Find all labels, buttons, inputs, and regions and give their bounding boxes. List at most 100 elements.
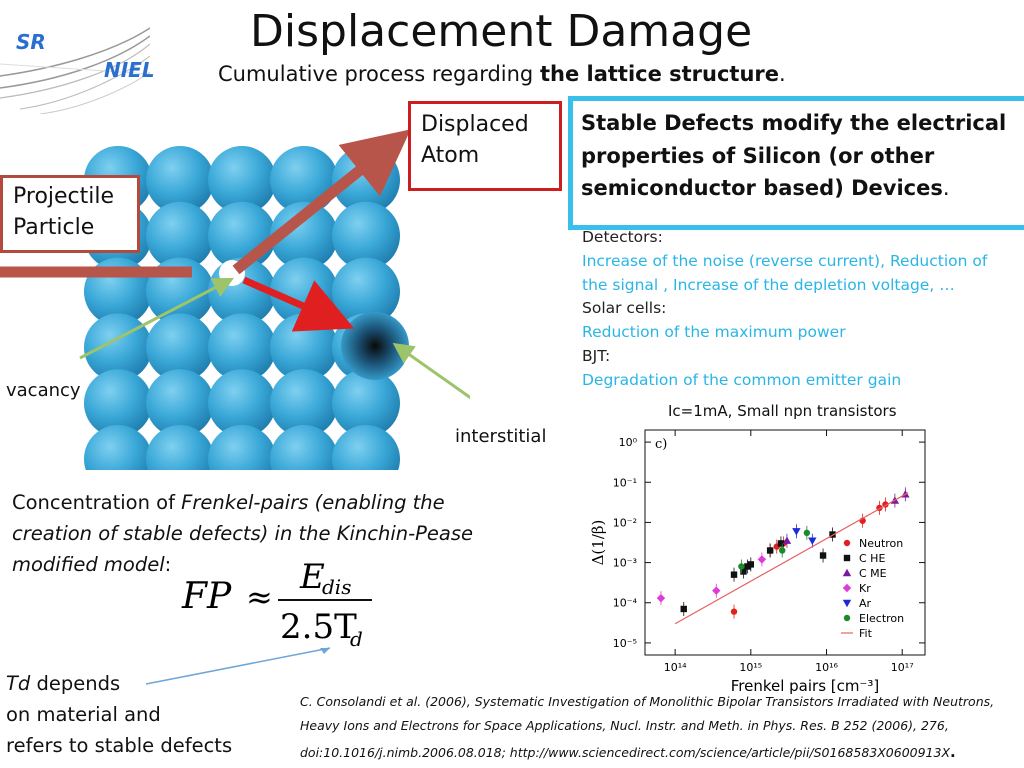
subtitle-text: Cumulative process regarding <box>218 62 540 86</box>
vacancy-pointer-arrow <box>79 277 234 360</box>
interstitial-atom <box>341 312 409 380</box>
stable-defects-line3: semiconductor based) Devices. <box>581 172 1021 205</box>
chart-y-axis-label: Δ(1/β) <box>589 520 607 566</box>
interstitial-label: interstitial <box>455 426 547 447</box>
chart-data-point <box>730 571 738 578</box>
chart-data-point <box>740 568 747 575</box>
lattice-atom <box>208 425 276 470</box>
frenkel-pairs-chart: 10¹⁴ 10¹⁵ 10¹⁶ 10¹⁷ 10⁰ 10⁻¹ 10⁻² 10⁻³ 10⁻⁴ 10⁻⁵ c… <box>589 429 926 695</box>
x-tick-label: 10¹⁵ <box>739 661 762 674</box>
concentration-line1-italic: Frenkel-pairs (enabling the <box>181 491 445 514</box>
logo <box>0 14 151 115</box>
td-note-line1-text: depends <box>30 672 121 695</box>
citation-line1: C. Consolandi et al. (2006), Systematic … <box>300 694 995 709</box>
legend-swatch <box>842 599 852 608</box>
stable-defects-period: . <box>942 176 950 201</box>
chart-data-point <box>792 528 801 536</box>
chart-data-point <box>766 547 774 554</box>
legend-swatch <box>842 568 852 577</box>
subtitle-bold: the lattice structure <box>539 62 780 86</box>
lattice-atom <box>270 369 338 438</box>
displaced-atom-arrow <box>232 130 411 275</box>
y-tick-label: 10⁻³ <box>613 557 637 570</box>
citation-period: . <box>950 742 956 761</box>
lattice-atom <box>146 369 214 438</box>
recoil-arrow <box>242 276 355 332</box>
projectile-label-line2: Particle <box>13 214 95 240</box>
y-tick-label: 10⁰ <box>619 436 638 449</box>
detectors-effect-line1: Increase of the noise (reverse current),… <box>582 252 988 270</box>
formula-numerator: E <box>299 557 325 597</box>
lattice-atom <box>270 201 338 270</box>
solar-cells-heading: Solar cells: <box>582 299 667 317</box>
lattice-atom <box>332 201 400 270</box>
detectors-effect-line2: the signal , Increase of the depletion v… <box>582 276 955 294</box>
legend-label: C HE <box>859 552 885 565</box>
legend-label: Neutron <box>859 537 903 550</box>
chart-data-point <box>779 547 786 554</box>
chart-data-point <box>738 563 745 570</box>
concentration-line1-text: Concentration of <box>12 491 182 514</box>
lattice-atom <box>146 201 214 270</box>
displaced-label-line1: Displaced <box>421 112 529 137</box>
chart-data-point <box>680 605 687 613</box>
legend-swatch <box>843 614 851 622</box>
concentration-line3: modified model: <box>12 549 512 580</box>
lattice-atom <box>84 425 152 470</box>
frenkel-pair-formula: FP ≈ E dis 2.5T d <box>181 557 372 648</box>
bjt-heading: BJT: <box>582 347 611 365</box>
lattice-diagram <box>0 130 470 470</box>
td-note-line3: refers to stable defects <box>6 734 233 758</box>
lattice-atom <box>208 146 276 214</box>
displaced-label-line2: Atom <box>421 142 480 168</box>
concentration-line3-italic: modified model <box>12 553 165 577</box>
y-tick-label: 10⁻² <box>613 516 637 529</box>
lattice-atom <box>146 425 214 470</box>
legend-swatch <box>842 583 852 593</box>
concentration-text: Concentration of Frenkel-pairs (enabling… <box>12 487 512 581</box>
legend-swatch <box>843 539 851 547</box>
chart-data-point <box>777 540 785 547</box>
chart-data-point <box>819 552 827 559</box>
formula-lhs: FP <box>181 576 232 617</box>
chart-data-point <box>757 555 767 564</box>
stable-defects-line3-text: semiconductor based) Devices <box>581 176 943 201</box>
chart-data-point <box>829 531 836 538</box>
concentration-line2-italic: creation of stable defects) in the Kinch… <box>12 522 474 546</box>
vacancy-label: vacancy <box>6 380 81 401</box>
chart-data-point <box>744 563 751 570</box>
x-tick-label: 10¹⁶ <box>815 661 838 674</box>
legend-label: C ME <box>859 567 887 580</box>
logo-text-niel: NIEL <box>104 58 155 82</box>
x-tick-label: 10¹⁴ <box>664 661 687 674</box>
chart-data-point <box>803 529 811 537</box>
concentration-line2: creation of stable defects) in the Kinch… <box>12 518 512 549</box>
projectile-particle-box: Projectile Particle <box>0 175 140 253</box>
lattice-atom <box>146 313 214 382</box>
td-pointer-line <box>145 647 331 685</box>
slide-title: Displacement Damage <box>250 6 753 57</box>
lattice-atom <box>208 369 276 438</box>
solar-cells-effect: Reduction of the maximum power <box>582 323 846 341</box>
formula-numerator-sub: dis <box>322 575 351 599</box>
concentration-line3-colon: : <box>164 553 172 577</box>
lattice-atom <box>270 425 338 470</box>
lattice-atom <box>208 313 276 382</box>
citation-line3-text: doi:10.1016/j.nimb.2006.08.018; http://w… <box>300 744 951 760</box>
chart-data-point <box>712 586 721 595</box>
chart-title: Ic=1mA, Small npn transistors <box>668 402 897 420</box>
td-note-italic: Td <box>6 672 31 695</box>
legend-label: Electron <box>859 612 904 625</box>
formula-approx: ≈ <box>246 578 273 616</box>
chart-data-point <box>730 608 738 615</box>
concentration-line1: Concentration of Frenkel-pairs (enabling… <box>12 487 512 518</box>
td-pointer-head <box>320 648 330 654</box>
td-pointer-arrow <box>145 647 331 685</box>
y-tick-label: 10⁻¹ <box>613 476 637 489</box>
chart-x-axis-label: Frenkel pairs [cm⁻³] <box>731 677 880 695</box>
td-note-line1: Td depends <box>6 668 232 699</box>
chart-fit-line <box>674 492 909 625</box>
chart-data-point <box>808 537 817 545</box>
chart-data-point <box>656 593 666 603</box>
slide-subtitle: Cumulative process regarding the lattice… <box>218 62 786 86</box>
